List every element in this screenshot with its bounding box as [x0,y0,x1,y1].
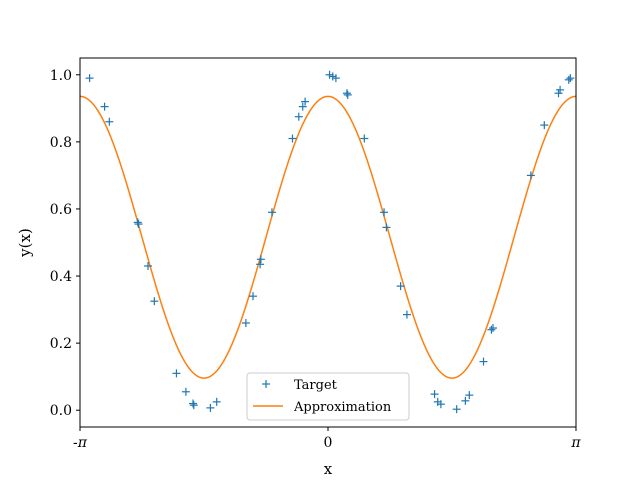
target-point [172,369,181,378]
target-point [436,400,445,409]
target-point [256,260,265,269]
target-point [206,403,215,412]
target-point [256,255,265,264]
target-point [189,399,198,408]
x-axis-label: x [324,460,333,478]
target-point [288,134,297,143]
y-tick-label: 0.0 [50,403,72,419]
target-point [298,102,307,111]
target-point [564,75,573,84]
target-point [343,90,352,99]
target-point [526,171,535,180]
x-tick-label: -π [73,435,88,451]
y-tick-label: 0.4 [50,269,72,285]
y-tick-label: 0.2 [50,336,72,352]
target-point [212,397,221,406]
target-point [556,85,565,94]
target-point [488,324,497,333]
target-point [360,134,369,143]
target-point [85,74,94,83]
target-point [342,89,351,98]
ticks: -π 0 π 0.0 0.2 0.4 0.6 0.8 1.0 [50,68,582,451]
legend-label-approximation: Approximation [293,400,392,415]
axes-frame [79,57,577,428]
target-point [402,310,411,319]
target-point [396,282,405,291]
target-point [465,391,474,400]
target-point [241,319,250,328]
target-point [566,74,575,83]
target-point [144,261,153,270]
target-point [430,390,439,399]
target-point [134,220,143,229]
target-point [133,218,142,227]
target-point [100,102,109,111]
y-tick-label: 0.8 [50,135,72,151]
plot-area [79,70,577,414]
target-point [487,325,496,334]
target-point [189,401,198,410]
target-point [294,112,303,121]
target-point [382,223,391,232]
target-point [181,387,190,396]
target-point [452,405,461,414]
legend-box [246,372,410,421]
legend-marker-target [262,380,270,388]
approximation-line [79,95,577,379]
target-point [331,74,340,83]
legend: Target Approximation [246,372,410,421]
y-axis-label: y(x) [16,228,34,258]
target-point [380,208,389,217]
target-point [461,396,470,405]
target-point [105,117,114,126]
x-tick-label: π [570,435,581,451]
y-tick-label: 1.0 [50,68,72,84]
target-point [249,292,258,301]
target-point [267,208,276,217]
target-point [150,297,159,306]
y-tick-label: 0.6 [50,202,72,218]
target-point [301,97,310,106]
target-point [554,89,563,98]
target-point [479,357,488,366]
legend-label-target: Target [294,378,338,393]
x-tick-label: 0 [324,435,333,451]
target-point [540,121,549,130]
